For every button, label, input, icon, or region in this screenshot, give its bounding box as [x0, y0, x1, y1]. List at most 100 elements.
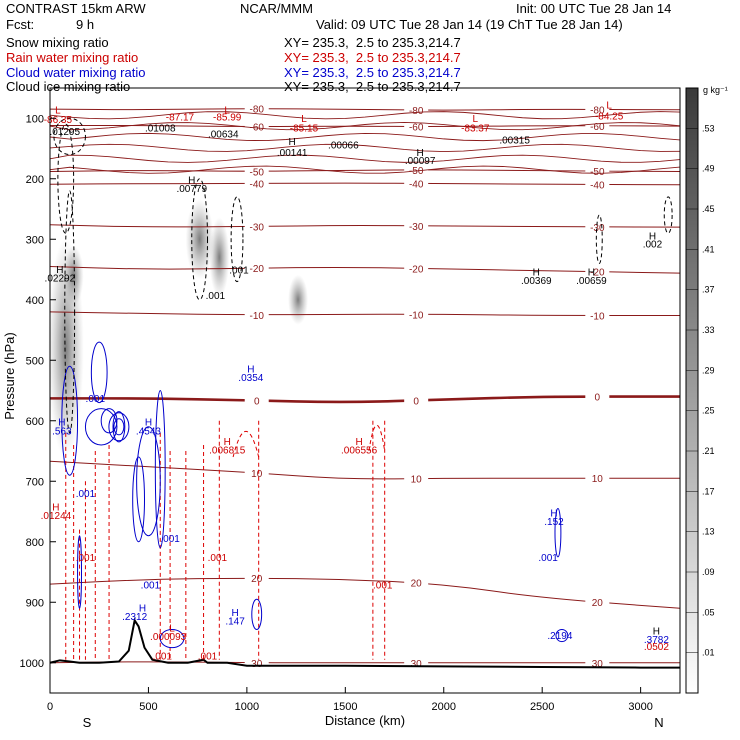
temp-label-bg	[404, 472, 429, 484]
annotation-label: H	[289, 137, 296, 148]
annotation-label: H	[188, 176, 195, 187]
temp-contour-label: -30	[249, 222, 264, 233]
rain-arch-0	[232, 431, 260, 458]
annotation-label: H	[417, 148, 424, 159]
temp-label-bg	[244, 262, 269, 274]
annotation-label: .006556	[341, 445, 378, 456]
colorbar-tick-label: .25	[702, 406, 715, 416]
x-tick-label: 3000	[628, 701, 652, 713]
annotation-label: .000093	[150, 632, 187, 643]
annotation-label: .001	[152, 652, 172, 663]
annotation-label: .0502	[644, 642, 669, 653]
temp-contour-label: -10	[249, 311, 264, 322]
temp-label-bg	[585, 472, 610, 484]
y-tick-label: 700	[26, 476, 44, 488]
annotation-label: .00634	[208, 130, 239, 141]
annotation-label: .00097	[405, 156, 436, 167]
temp-contour-label: 10	[592, 474, 604, 485]
annotation-label: H	[224, 437, 231, 448]
colorbar-tick-label: .01	[702, 648, 715, 658]
y-tick-label: 200	[26, 174, 44, 186]
x-tick-label: 1000	[235, 701, 259, 713]
cloud-core-inner2	[113, 418, 125, 436]
temp-contour-label: -80	[249, 105, 264, 116]
temp-contour-label: -60	[590, 122, 605, 133]
annotation-label: .001	[538, 553, 558, 564]
snow-shading-3	[209, 217, 230, 298]
temp-contour-label: 30	[411, 659, 423, 670]
temp-contour-label: -80	[409, 106, 424, 117]
temp-contour-label: 20	[592, 598, 604, 609]
annotation-label: H	[653, 626, 660, 637]
fcst-value: 9 h	[76, 17, 95, 32]
cloud-contour-3	[112, 411, 126, 443]
cloud-contour-4	[136, 426, 161, 537]
temp-label-bg	[585, 309, 610, 321]
temp-label-bg	[244, 394, 269, 406]
x-axis-label: Distance (km)	[325, 713, 405, 728]
x-tick-label: 2000	[432, 701, 456, 713]
y-axis-label: Pressure (hPa)	[2, 332, 17, 419]
annotation-label: .00659	[576, 276, 607, 287]
temp-label-bg	[585, 178, 610, 190]
rain-arch-1	[368, 425, 386, 452]
temp-contour-label: -60	[409, 123, 424, 134]
annotation-label: .00066	[328, 141, 359, 152]
ice-contour-5	[663, 196, 673, 234]
colorbar-tick-label: .13	[702, 527, 715, 537]
temp-contour-label: -20	[590, 268, 605, 279]
temp-label-bg	[585, 119, 610, 131]
terrain-line	[49, 617, 680, 669]
cloud-contour-2	[100, 408, 118, 434]
temp-contour-label: 0	[254, 396, 260, 407]
y-tick-label: 100	[26, 113, 44, 125]
field-ice-name: Cloud ice mixing ratio	[6, 79, 131, 94]
field-ice-xy: XY= 235.3, 2.5 to 235.3,214.7	[284, 79, 461, 94]
temp-contour-label: -30	[409, 222, 424, 233]
colorbar-tick-label: .41	[702, 244, 715, 254]
annotation-label: H	[550, 508, 557, 519]
temp-label-bg	[404, 262, 429, 274]
temp-contour-minus10	[49, 311, 680, 316]
temp-label-bg	[244, 572, 269, 584]
annotation-label: .001	[208, 553, 228, 564]
annotation-label: .001	[229, 266, 249, 277]
temp-contour-label: -50	[249, 167, 264, 178]
plot-frame	[49, 87, 681, 694]
annotation-label: -85.99	[213, 113, 242, 124]
field-snow-xy: XY= 235.3, 2.5 to 235.3,214.7	[284, 35, 461, 50]
temp-label-bg	[404, 120, 429, 132]
ice-contour-2	[191, 178, 208, 301]
annotation-label: H	[247, 364, 254, 375]
temp-label-bg	[244, 466, 269, 478]
colorbar	[685, 87, 699, 694]
temp-label-bg	[585, 103, 610, 115]
temp-contour-label: -10	[409, 310, 424, 321]
colorbar-tick-label: .29	[702, 365, 715, 375]
annotation-label: L	[606, 101, 612, 112]
cloud-contour-10	[555, 628, 569, 643]
annotation-label: .00779	[176, 184, 207, 195]
annotation-label: L	[301, 114, 307, 125]
annotation-label: H	[355, 437, 362, 448]
annotation-label: H	[52, 502, 59, 513]
colorbar-tick-label: .37	[702, 285, 715, 295]
cloud-contour-7	[159, 628, 185, 649]
annotation-label: L	[472, 114, 478, 125]
annotation-label: .006815	[209, 445, 246, 456]
cloud-contour-6	[90, 341, 108, 404]
temp-contour-label: -20	[409, 264, 424, 275]
annotation-label: L	[55, 105, 61, 116]
colorbar-unit: g kg⁻¹	[703, 85, 728, 95]
temp-label-bg	[404, 656, 429, 668]
annotation-label: -87.17	[166, 113, 195, 124]
temp-contour-label: 20	[251, 574, 263, 585]
ice-contour-3	[230, 196, 244, 283]
annotation-label: H	[139, 603, 146, 614]
temp-label-bg	[244, 120, 269, 132]
annotation-label: .152	[544, 517, 564, 528]
annotation-label: H	[649, 231, 656, 242]
temp-contour-label: -50	[590, 167, 605, 178]
cloud-contour-1	[84, 408, 118, 446]
